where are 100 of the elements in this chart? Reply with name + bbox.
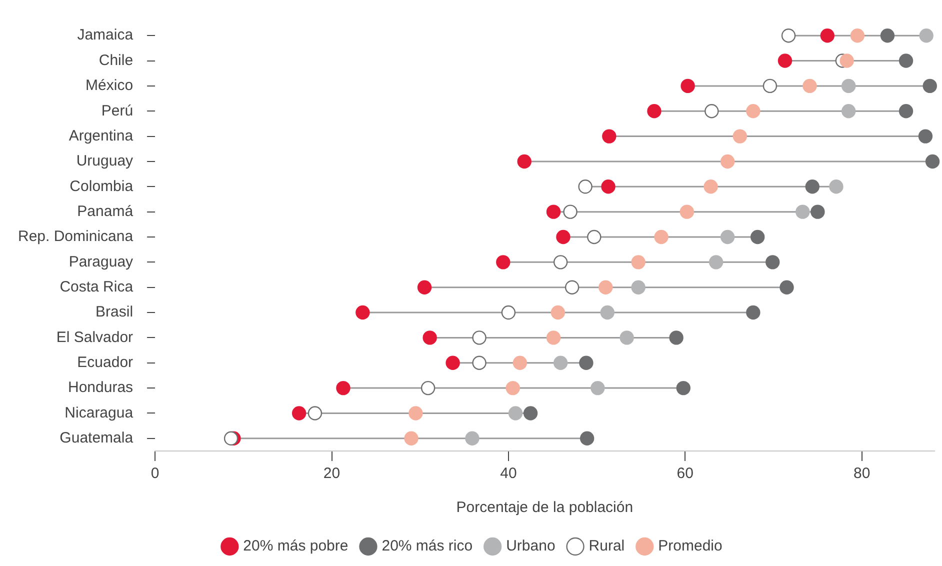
- point: [746, 305, 760, 320]
- point: [746, 104, 760, 118]
- point: [708, 255, 724, 270]
- point: [472, 356, 486, 370]
- point: [420, 380, 436, 396]
- point: [564, 280, 580, 294]
- point: [842, 78, 856, 94]
- y-tick-label: Colombia: [70, 178, 134, 195]
- point: [704, 180, 718, 194]
- legend-label: Rural: [588, 538, 625, 555]
- point: [517, 154, 532, 169]
- legend-label: Urbano: [506, 538, 556, 555]
- y-tick-label: Chile: [98, 52, 134, 69]
- point: [762, 78, 778, 94]
- x-axis-title: Porcentaje de la población: [456, 499, 634, 516]
- x-tick-label: 20: [323, 465, 340, 482]
- point: [506, 380, 520, 396]
- point: [579, 356, 594, 370]
- point: [553, 356, 568, 370]
- point: [553, 255, 568, 270]
- point: [336, 380, 350, 396]
- legend-label: 20% más rico: [382, 538, 473, 555]
- point: [523, 406, 538, 420]
- point: [732, 129, 748, 144]
- point: [647, 104, 662, 118]
- point: [919, 28, 934, 43]
- y-tick-label: Jamaica: [77, 26, 134, 44]
- point: [598, 280, 613, 294]
- point: [918, 129, 933, 144]
- point: [805, 180, 820, 194]
- x-tick-label: 40: [500, 465, 517, 482]
- point: [292, 406, 306, 420]
- point: [501, 305, 516, 320]
- y-tick-label: Nicaragua: [64, 404, 134, 422]
- point: [508, 406, 523, 420]
- point: [669, 330, 684, 345]
- legend-label: 20% más pobre: [243, 538, 348, 555]
- point: [654, 230, 668, 244]
- y-tick-label: El Salvador: [56, 328, 134, 346]
- point: [780, 280, 794, 294]
- point: [704, 104, 719, 118]
- point: [850, 28, 865, 43]
- y-tick-label: México: [86, 77, 134, 94]
- y-tick-label: Uruguay: [76, 152, 134, 170]
- legend-label: Promedio: [658, 538, 722, 555]
- point: [810, 204, 825, 219]
- y-tick-label: Ecuador: [77, 354, 134, 372]
- y-tick-label: Argentina: [68, 127, 134, 144]
- point: [580, 431, 594, 446]
- point: [546, 204, 561, 219]
- point: [840, 54, 854, 68]
- point: [602, 129, 616, 144]
- y-tick-label: Paraguay: [68, 253, 134, 270]
- point: [796, 204, 810, 219]
- x-tick-label: 60: [676, 465, 694, 482]
- point: [587, 230, 602, 244]
- y-tick-label: Brasil: [96, 304, 134, 321]
- point: [922, 78, 937, 94]
- point: [563, 204, 578, 219]
- x-tick-label: 80: [854, 465, 870, 482]
- point: [720, 154, 735, 169]
- point: [600, 305, 615, 320]
- point: [631, 255, 646, 270]
- point: [546, 330, 561, 345]
- point: [465, 431, 480, 446]
- point: [550, 305, 566, 320]
- point: [496, 255, 510, 270]
- point: [556, 230, 570, 244]
- point: [842, 104, 856, 118]
- point: [898, 104, 914, 118]
- point: [680, 204, 694, 219]
- point: [404, 431, 418, 446]
- point: [446, 356, 460, 370]
- point: [925, 154, 940, 169]
- y-tick-label: Guatemala: [60, 430, 134, 447]
- point: [590, 380, 605, 396]
- y-tick-label: Honduras: [68, 379, 134, 396]
- point: [898, 54, 914, 68]
- point: [512, 356, 528, 370]
- point: [880, 28, 895, 43]
- point: [356, 305, 370, 320]
- point: [422, 330, 437, 345]
- point: [720, 230, 735, 244]
- point: [620, 330, 634, 345]
- point: [778, 54, 792, 68]
- point: [766, 255, 780, 270]
- point: [408, 406, 423, 420]
- point: [750, 230, 765, 244]
- point: [601, 180, 616, 194]
- point: [829, 180, 844, 194]
- point: [417, 280, 432, 294]
- y-tick-label: Panamá: [77, 202, 134, 220]
- point: [802, 78, 817, 94]
- point: [224, 431, 238, 446]
- x-tick-label: 0: [150, 465, 160, 482]
- y-tick-label: Costa Rica: [60, 278, 134, 296]
- y-tick-label: Perú: [101, 102, 134, 120]
- point: [680, 78, 695, 94]
- point: [631, 280, 646, 294]
- y-tick-label: Rep. Dominicana: [18, 228, 134, 246]
